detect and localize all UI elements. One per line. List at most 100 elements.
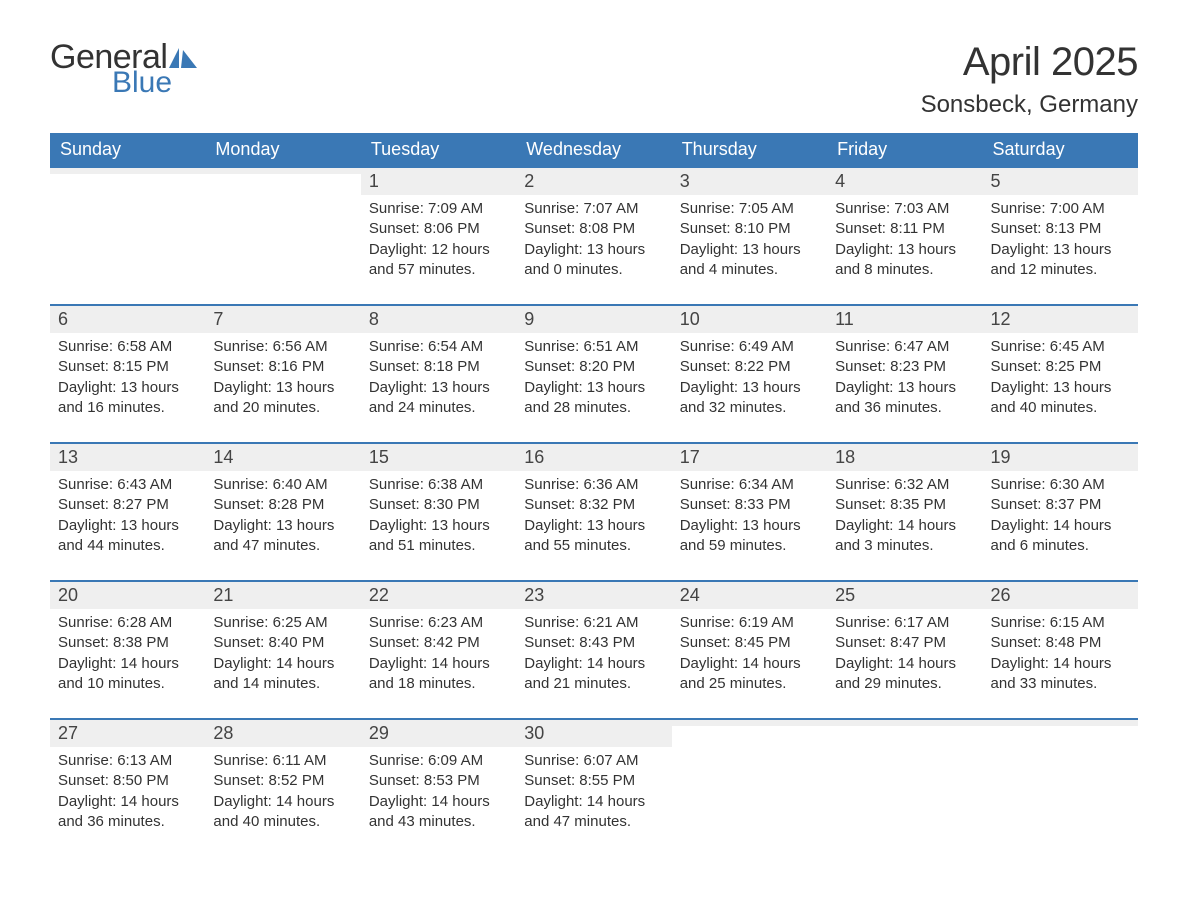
day-number-row [50,168,205,174]
day-number: 18 [835,447,855,467]
day-sunrise: Sunrise: 6:58 AM [58,337,197,357]
day-sunrise: Sunrise: 6:51 AM [524,337,663,357]
day-number-row: 28 [205,720,360,747]
calendar-day: 15Sunrise: 6:38 AMSunset: 8:30 PMDayligh… [361,444,516,562]
day-daylight1: Daylight: 13 hours [835,240,974,260]
day-number-row: 29 [361,720,516,747]
calendar-day: 25Sunrise: 6:17 AMSunset: 8:47 PMDayligh… [827,582,982,700]
day-details: Sunrise: 6:54 AMSunset: 8:18 PMDaylight:… [361,333,516,418]
day-number-row: 5 [983,168,1138,195]
day-number-row: 12 [983,306,1138,333]
day-daylight1: Daylight: 14 hours [680,654,819,674]
day-daylight2: and 47 minutes. [524,812,663,832]
calendar-day: 20Sunrise: 6:28 AMSunset: 8:38 PMDayligh… [50,582,205,700]
day-daylight2: and 33 minutes. [991,674,1130,694]
calendar-week: 27 Sunrise: 6:13 AMSunset: 8:50 PM Dayligh… [50,718,1138,838]
calendar-day: 10Sunrise: 6:49 AMSunset: 8:22 PMDayligh… [672,306,827,424]
day-daylight2: and 55 minutes. [524,536,663,556]
dow-thursday: Thursday [672,133,827,168]
day-number: 30 [524,723,544,743]
day-daylight1: Daylight: 14 hours [835,654,974,674]
day-number-row: 17 [672,444,827,471]
calendar-day: 18Sunrise: 6:32 AMSunset: 8:35 PMDayligh… [827,444,982,562]
day-details: Sunrise: 6:17 AMSunset: 8:47 PMDaylight:… [827,609,982,694]
day-number-row: 9 [516,306,671,333]
day-sunset: Sunset: 8:16 PM [213,357,352,377]
calendar-day [50,168,205,286]
day-sunrise: Sunrise: 6:13 AM [58,751,197,771]
calendar-day: 30 Sunrise: 6:07 AMSunset: 8:55 PMDayligh… [516,720,671,838]
calendar-day: 14 Sunrise: 6:40 AMSunset: 8:28 PMDayligh… [205,444,360,562]
calendar-day: 28Sunrise: 6:11 AMSunset: 8:52 PMDayligh… [205,720,360,838]
day-daylight2: and 14 minutes. [213,674,352,694]
day-sunrise: Sunrise: 6:30 AM [991,475,1130,495]
day-number-row [827,720,982,726]
day-daylight1: Daylight: 14 hours [58,654,197,674]
day-number: 19 [991,447,1011,467]
calendar-day [672,720,827,838]
day-number-row: 6 [50,306,205,333]
day-daylight1: Daylight: 14 hours [524,792,663,812]
header: General Blue April 2025 Sonsbeck, German… [50,40,1138,119]
day-sunset: Sunset: 8:27 PM [58,495,197,515]
day-daylight1: Daylight: 13 hours [991,240,1130,260]
day-sunrise: Sunrise: 6:23 AM [369,613,508,633]
day-number: 17 [680,447,700,467]
calendar-day: 7Sunrise: 6:56 AMSunset: 8:16 PMDaylight… [205,306,360,424]
day-number-row: 8 [361,306,516,333]
calendar: Sunday Monday Tuesday Wednesday Thursday… [50,133,1138,838]
calendar-week: 1Sunrise: 7:09 AMSunset: 8:06 PMDaylight… [50,168,1138,286]
day-sunset: Sunset: 8:50 PM [58,771,197,791]
day-details: Sunrise: 6:40 AMSunset: 8:28 PMDaylight:… [205,471,360,556]
day-daylight2: and 43 minutes. [369,812,508,832]
day-daylight1: Daylight: 13 hours [524,378,663,398]
day-sunset: Sunset: 8:38 PM [58,633,197,653]
day-daylight1: Daylight: 13 hours [58,378,197,398]
day-daylight2: and 40 minutes. [213,812,352,832]
day-number: 7 [213,309,223,329]
day-details: Sunrise: 6:09 AMSunset: 8:53 PMDaylight:… [361,747,516,832]
day-number: 6 [58,309,68,329]
day-sunrise: Sunrise: 6:43 AM [58,475,197,495]
day-number: 20 [58,585,78,605]
day-number-row: 24 [672,582,827,609]
day-sunset: Sunset: 8:22 PM [680,357,819,377]
day-daylight2: and 44 minutes. [58,536,197,556]
day-daylight2: and 36 minutes. [58,812,197,832]
day-daylight2: and 8 minutes. [835,260,974,280]
day-number: 14 [213,447,233,467]
day-number: 13 [58,447,78,467]
location-label: Sonsbeck, Germany [921,91,1138,119]
day-number-row: 16 [516,444,671,471]
day-sunset: Sunset: 8:23 PM [835,357,974,377]
calendar-day: 2Sunrise: 7:07 AMSunset: 8:08 PMDaylight… [516,168,671,286]
day-sunrise: Sunrise: 7:05 AM [680,199,819,219]
day-sunset: Sunset: 8:47 PM [835,633,974,653]
day-daylight2: and 16 minutes. [58,398,197,418]
day-sunrise: Sunrise: 6:40 AM [213,475,352,495]
day-number: 22 [369,585,389,605]
day-sunset: Sunset: 8:08 PM [524,219,663,239]
day-sunrise: Sunrise: 7:09 AM [369,199,508,219]
day-daylight2: and 12 minutes. [991,260,1130,280]
day-sunrise: Sunrise: 6:49 AM [680,337,819,357]
day-number-row: 27 [50,720,205,747]
day-daylight1: Daylight: 14 hours [369,654,508,674]
calendar-day: 23Sunrise: 6:21 AMSunset: 8:43 PMDayligh… [516,582,671,700]
day-sunrise: Sunrise: 6:54 AM [369,337,508,357]
day-number-row: 13 [50,444,205,471]
day-details: Sunrise: 6:07 AMSunset: 8:55 PMDaylight:… [516,747,671,832]
day-sunset: Sunset: 8:37 PM [991,495,1130,515]
day-number-row [983,720,1138,726]
calendar-day: 17Sunrise: 6:34 AMSunset: 8:33 PMDayligh… [672,444,827,562]
day-sunset: Sunset: 8:33 PM [680,495,819,515]
day-number: 5 [991,171,1001,191]
day-number-row: 25 [827,582,982,609]
day-daylight2: and 0 minutes. [524,260,663,280]
day-sunrise: Sunrise: 7:00 AM [991,199,1130,219]
day-daylight1: Daylight: 13 hours [524,516,663,536]
day-sunrise: Sunrise: 6:21 AM [524,613,663,633]
day-daylight1: Daylight: 13 hours [680,378,819,398]
day-number: 9 [524,309,534,329]
day-daylight1: Daylight: 13 hours [58,516,197,536]
